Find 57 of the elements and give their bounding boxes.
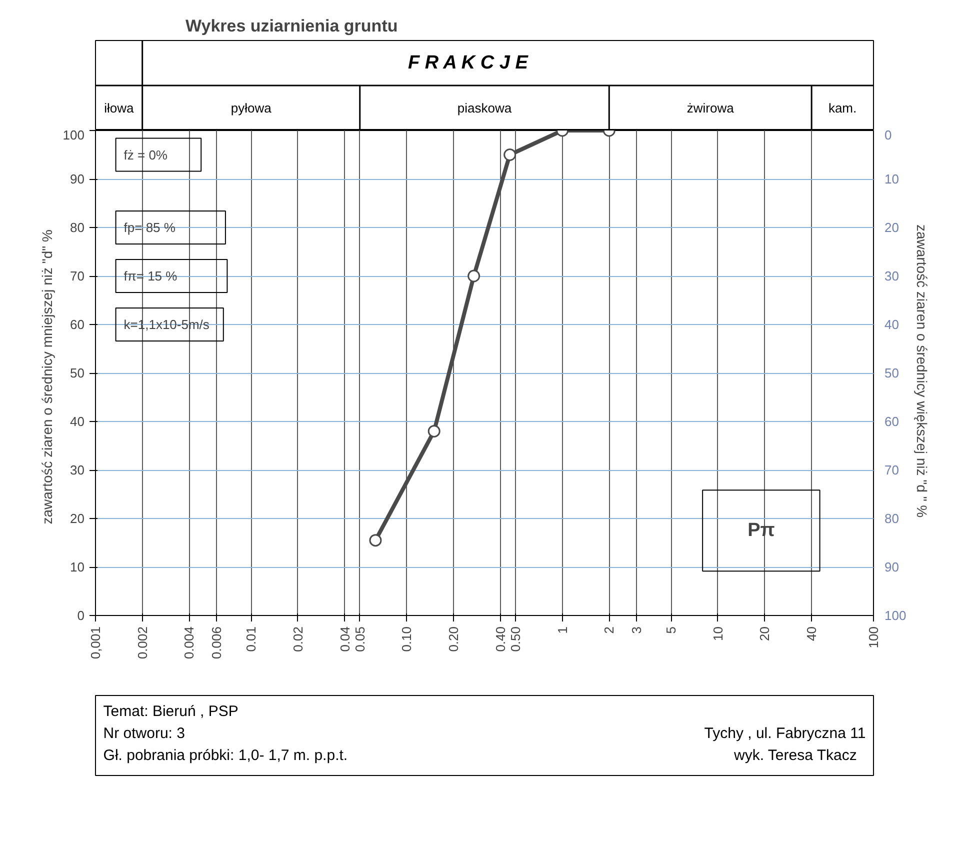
text: Gł. pobrania próbki: 1,0- 1,7 m. p.p.t. xyxy=(103,747,348,764)
x-tick-label: 0.002 xyxy=(134,626,150,660)
x-tick-label: 0.006 xyxy=(209,626,224,660)
y2-tick-label: 100 xyxy=(884,608,906,623)
y-axis-title: zawartość ziaren o średnicy mniejszej niż "d" % xyxy=(38,230,55,524)
point xyxy=(369,534,382,547)
text: iłowa xyxy=(104,100,134,116)
y-tick-label: 0 xyxy=(77,608,85,623)
y2-tick-label: 90 xyxy=(884,560,899,574)
y-tick-label: 10 xyxy=(70,560,85,574)
y-tick-label: 60 xyxy=(70,317,85,332)
x-tick-label: 0.01 xyxy=(244,626,259,652)
y-tick-label: 30 xyxy=(70,462,85,478)
y-tick-label: 40 xyxy=(70,414,85,429)
x-tick-label: 0.004 xyxy=(182,626,197,660)
x-tick-label: 0.02 xyxy=(290,626,306,652)
y2-tick-label: 20 xyxy=(884,220,899,235)
x-tick-label: 40 xyxy=(804,626,820,641)
y2-tick-label: 30 xyxy=(884,268,899,284)
text: Nr otworu: 3 xyxy=(103,725,185,742)
x-tick-label: 3 xyxy=(629,626,644,634)
y2-tick-label: 10 xyxy=(884,172,899,186)
x-tick-label: 0.04 xyxy=(337,626,352,652)
y2-tick-label: 70 xyxy=(884,462,899,478)
text: Tychy , ul. Fabryczna 11 xyxy=(704,725,866,742)
x-tick-label: 0.10 xyxy=(399,626,414,652)
y-tick-label: 70 xyxy=(70,268,85,284)
y2-tick-label: 80 xyxy=(884,511,899,526)
x-tick-label: 100 xyxy=(866,626,881,648)
y-tick-label: 50 xyxy=(70,366,85,380)
text: żwirowa xyxy=(686,100,735,116)
chart-title: Wykres uziarnienia gruntu xyxy=(186,16,398,36)
text: Temat: Bieruń , PSP xyxy=(103,703,238,720)
text: kam. xyxy=(828,100,857,116)
y2-tick-label: 50 xyxy=(884,366,899,380)
text: F R A K C J E xyxy=(408,52,530,74)
y-tick-label: 20 xyxy=(70,511,85,526)
x-tick-label: 0.40 xyxy=(492,626,508,652)
y2-tick-label: 60 xyxy=(884,414,899,429)
x-tick-label: 2 xyxy=(602,626,617,634)
y-tick-label: 80 xyxy=(70,220,85,235)
x-tick-label: 5 xyxy=(664,626,679,634)
text: pyłowa xyxy=(230,100,272,116)
y-tick-label: 90 xyxy=(70,172,85,186)
text: piaskowa xyxy=(457,100,512,116)
x-tick-label: 0.20 xyxy=(446,626,462,652)
x-tick-label: 0,001 xyxy=(88,626,103,660)
x-tick-label: 0.05 xyxy=(352,626,368,652)
y-tick-label: 100 xyxy=(62,128,85,142)
x-tick-label: 0.50 xyxy=(508,626,523,652)
x-tick-label: 10 xyxy=(710,626,726,641)
text: wyk. Teresa Tkacz xyxy=(733,747,857,764)
x-tick-label: 1 xyxy=(554,626,570,634)
x-tick-label: 20 xyxy=(757,626,772,641)
y2-tick-label: 0 xyxy=(884,128,892,142)
y2-axis-title: zawartość ziaren o średnicy większej niż "d " % xyxy=(914,224,930,518)
y2-tick-label: 40 xyxy=(884,317,899,332)
